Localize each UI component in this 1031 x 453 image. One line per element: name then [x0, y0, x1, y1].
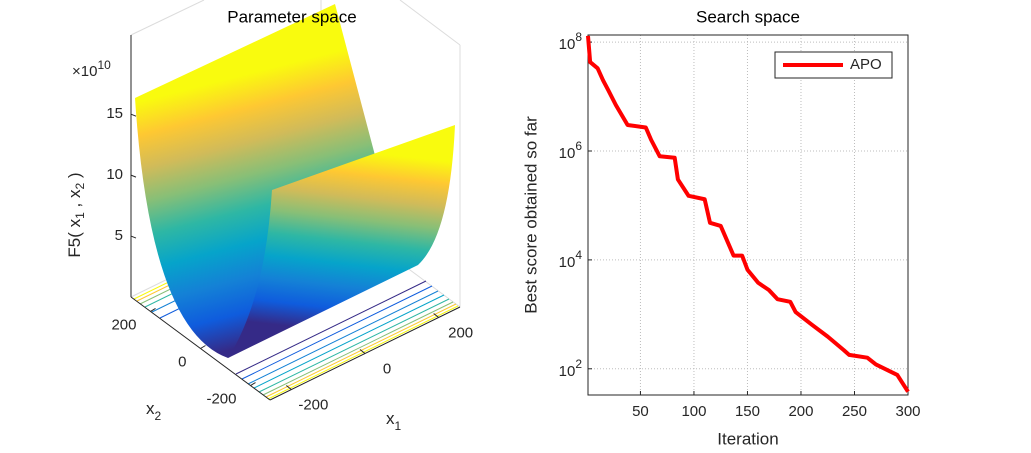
y-tick-base: 10	[559, 363, 576, 380]
z-multiplier-exponent: 10	[97, 58, 111, 72]
y-tick-base: 10	[559, 145, 576, 162]
z-label-part: , x	[65, 189, 84, 212]
x-tick-label: 100	[681, 403, 706, 420]
z-multiplier-base: ×10	[72, 63, 97, 80]
y-tick	[250, 382, 256, 386]
y-tick-label: 0	[178, 353, 186, 370]
y-tick-base: 10	[559, 254, 576, 271]
y-label-sub: 2	[155, 409, 162, 423]
x-tick	[286, 385, 292, 390]
axes-frame	[587, 34, 909, 396]
x-tick-label: 150	[735, 403, 760, 420]
z-label: F5( x1 , x2 )	[65, 172, 87, 257]
x-tick	[433, 313, 439, 318]
y-tick-label: 104	[559, 248, 583, 271]
z-tick-label: 15	[106, 105, 123, 122]
x-tick-label: 200	[788, 403, 813, 420]
z-label-part: )	[65, 172, 84, 182]
x-label-base: x	[386, 409, 395, 428]
y-tick	[150, 308, 156, 312]
z-tick	[130, 174, 137, 178]
x-tick-label: -200	[298, 397, 328, 414]
y-tick-label: 106	[559, 139, 583, 162]
legend-label: APO	[850, 56, 882, 73]
legend: APO	[774, 51, 893, 79]
x-tick-label: 300	[895, 403, 920, 420]
y-tick	[200, 345, 206, 349]
y-tick-label: 102	[559, 357, 583, 380]
y-tick-label: -200	[206, 391, 236, 408]
y-label: Best score obtained so far	[521, 116, 540, 314]
y-tick-base: 10	[559, 36, 576, 53]
title: Search space	[696, 7, 800, 26]
title: Parameter space	[227, 7, 356, 26]
z-label-part: F5( x	[65, 218, 84, 257]
series-line	[586, 35, 910, 393]
x-tick	[359, 349, 366, 354]
z-label-sub: 2	[73, 182, 87, 189]
z-tick	[130, 113, 137, 117]
surface-axes: -200 0 200 -200 0 200 5 10 15 Parameter space ×10…	[65, 0, 473, 433]
x-label: x1	[386, 409, 402, 433]
z-tick-label: 5	[115, 227, 123, 244]
z-multiplier: ×1010	[72, 58, 111, 80]
x-label: Iteration	[717, 429, 778, 448]
x-tick-label: 200	[448, 324, 473, 341]
z-tick	[130, 235, 137, 239]
y-tick-exponent: 2	[575, 357, 582, 371]
surface-right-wall	[228, 125, 455, 358]
line-axes: Search space Iteration Best score obtain…	[521, 7, 920, 448]
z-tick-label: 10	[106, 166, 123, 183]
y-label-base: x	[146, 399, 155, 418]
y-tick-exponent: 6	[575, 139, 582, 153]
y-tick-label: 200	[111, 316, 136, 333]
y-tick-exponent: 4	[575, 248, 582, 262]
x-tick-label: 250	[842, 403, 867, 420]
x-tick-label: 50	[632, 403, 649, 420]
x-tick-label: 0	[383, 360, 391, 377]
y-label: x2	[146, 399, 162, 423]
y-tick-exponent: 8	[575, 30, 582, 44]
plot-area	[588, 35, 908, 395]
z-label-sub: 1	[73, 212, 87, 219]
x-label-sub: 1	[395, 419, 402, 433]
y-tick-label: 108	[559, 30, 583, 53]
